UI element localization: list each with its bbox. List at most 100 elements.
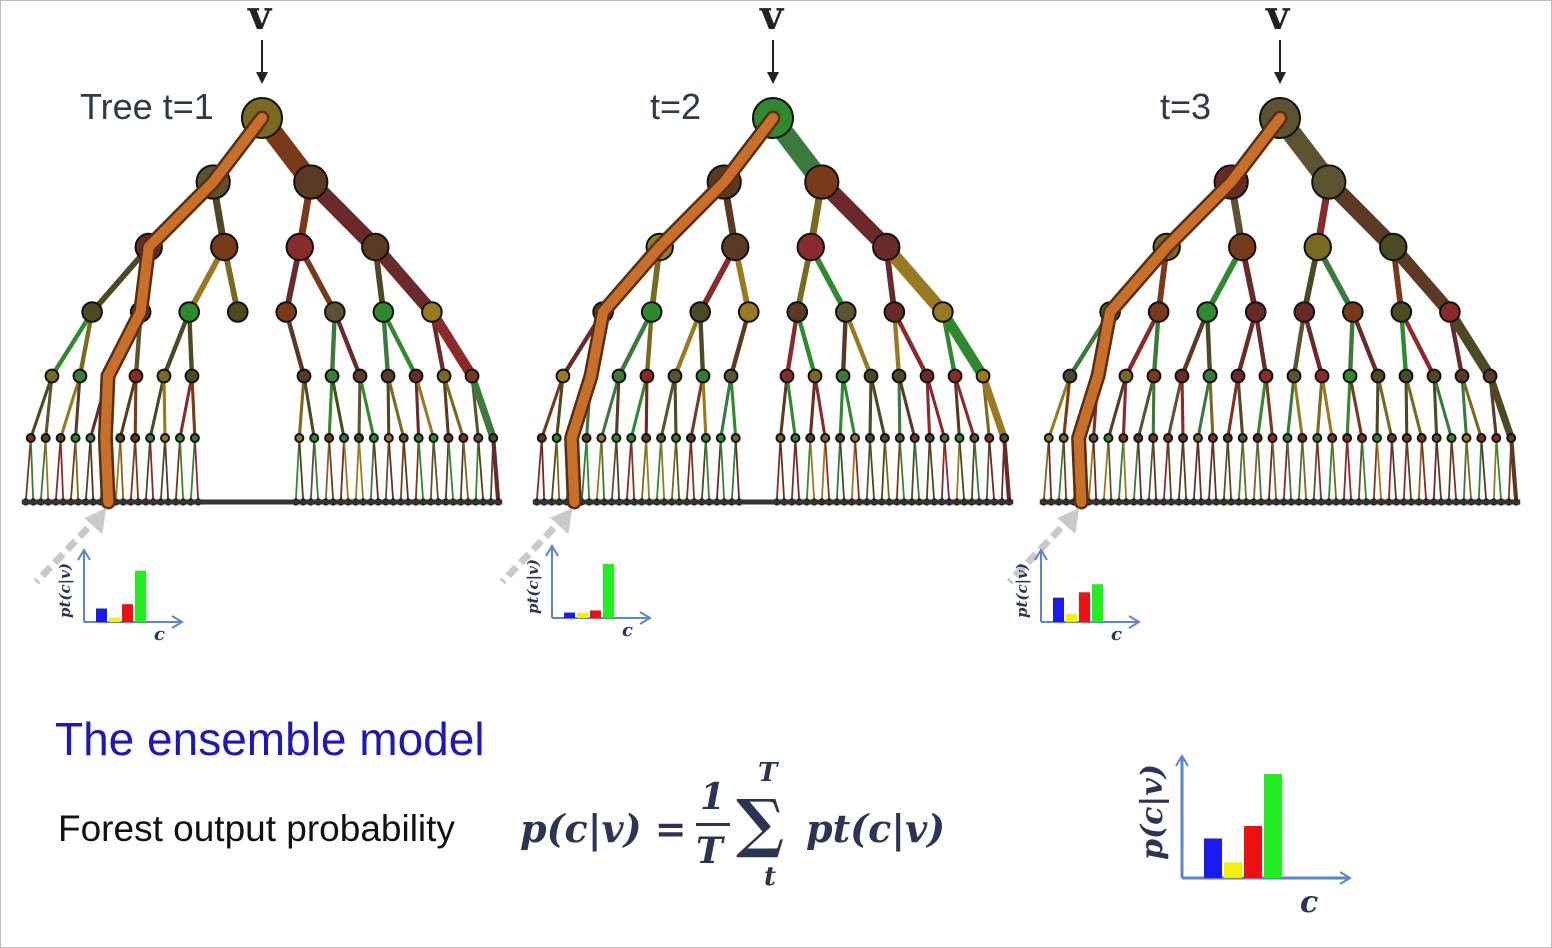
histogram-forest-ylabel: p(c|v) (1135, 764, 1170, 860)
tree-node (156, 368, 172, 384)
formula-sum-bottom: t (764, 862, 777, 892)
tree-node (1196, 301, 1218, 323)
tree-node (398, 433, 409, 443)
tree-node (1118, 368, 1134, 384)
tree-node (464, 368, 480, 384)
histogram-tree-1-xlabel: c (154, 624, 165, 645)
tree-node (458, 433, 469, 443)
tree-node (380, 368, 396, 384)
tree-node (1401, 433, 1412, 443)
histogram-tree-1-y-arrowhead (77, 548, 91, 561)
tree-node (226, 301, 249, 323)
tree-node (850, 433, 861, 443)
histogram-tree-3 (1034, 548, 1141, 629)
tree-node (919, 368, 935, 384)
tree-node (721, 232, 750, 262)
tree-node (1386, 433, 1397, 443)
tree-label-1: Tree t=1 (80, 86, 214, 127)
tree-node (536, 433, 547, 443)
tree-node (189, 433, 200, 443)
tree-label-3: t=3 (1160, 86, 1212, 127)
histogram-tree-2-ylabel: pt(c|v) (524, 559, 542, 614)
leaf-arrow (33, 512, 103, 585)
tree-node (1482, 368, 1498, 384)
tree-node (730, 433, 741, 443)
tree-node (1314, 368, 1330, 384)
tree-node (924, 433, 935, 443)
histogram-tree-3-x-arrowhead (1128, 615, 1141, 629)
tree-node (835, 368, 851, 384)
tree-node (72, 368, 88, 384)
histogram-tree-1-bar-2 (109, 617, 120, 622)
tree-node (1237, 433, 1248, 443)
tree-node (1286, 368, 1302, 384)
tree-3 (1006, 40, 1521, 585)
tree-node (626, 433, 637, 443)
tree-node (1174, 368, 1190, 384)
tree-node (210, 232, 239, 262)
tree-node (361, 232, 390, 262)
tree-node (1163, 433, 1174, 443)
tree-node (695, 368, 711, 384)
tree-node (1357, 433, 1368, 443)
tree-node (1058, 433, 1069, 443)
tree-node (1379, 232, 1408, 262)
histogram-tree-1-x-arrowhead (171, 615, 184, 629)
tree-label-2: t=2 (650, 86, 702, 127)
tree-node (488, 433, 499, 443)
tree-node (1146, 368, 1162, 384)
tree-node (581, 433, 592, 443)
tree-node (352, 368, 368, 384)
tree-node (81, 301, 103, 323)
input-v-tree-2: v (760, 0, 784, 39)
tree-node (1327, 433, 1338, 443)
formula-sum-symbol: ∑ (736, 786, 785, 861)
tree-node (25, 433, 36, 443)
tree-node (969, 433, 980, 443)
tree-node (1207, 433, 1218, 443)
histogram-tree-3-y-arrowhead (1034, 548, 1048, 561)
tree-2 (499, 40, 1014, 585)
tree-node (1476, 433, 1487, 443)
tree-node (408, 368, 424, 384)
tree-node (285, 232, 314, 262)
tree-node (1506, 433, 1517, 443)
tree-node (473, 433, 484, 443)
histogram-tree-2-bar-2 (577, 612, 588, 618)
tree-node (737, 301, 760, 323)
tree-node (85, 433, 96, 443)
histogram-tree-1 (77, 548, 184, 629)
tree-node (1178, 433, 1189, 443)
tree-node (339, 433, 350, 443)
tree-node (44, 368, 60, 384)
tree-node (1491, 433, 1502, 443)
tree-node (1439, 301, 1461, 323)
tree-node (894, 433, 905, 443)
input-arrowhead (767, 72, 779, 84)
histogram-tree-2-bar-3 (590, 610, 601, 618)
tree-node (1062, 368, 1078, 384)
tree-node (1282, 433, 1293, 443)
leaf-arrowhead (84, 508, 107, 534)
tree-node (700, 433, 711, 443)
input-arrowhead (256, 72, 268, 84)
tree-node (715, 433, 726, 443)
tree-node (639, 368, 655, 384)
tree-node (1370, 368, 1386, 384)
leaf-arrow (499, 512, 569, 585)
tree-node (372, 301, 395, 323)
tree-node (596, 433, 607, 443)
tree-node (689, 301, 711, 323)
tree-node (1446, 433, 1457, 443)
tree-node (145, 433, 156, 443)
tree-node (309, 433, 320, 443)
tree-node (1303, 232, 1332, 262)
tree-node (1043, 433, 1054, 443)
tree-node (184, 368, 200, 384)
decision-path (100, 113, 267, 507)
histogram-tree-2-xlabel: c (622, 620, 633, 641)
tree-node (174, 433, 185, 443)
histogram-tree-1-ylabel: pt(c|v) (56, 563, 74, 618)
forest-output-label: Forest output probability (58, 808, 455, 849)
tree-node (932, 301, 954, 323)
